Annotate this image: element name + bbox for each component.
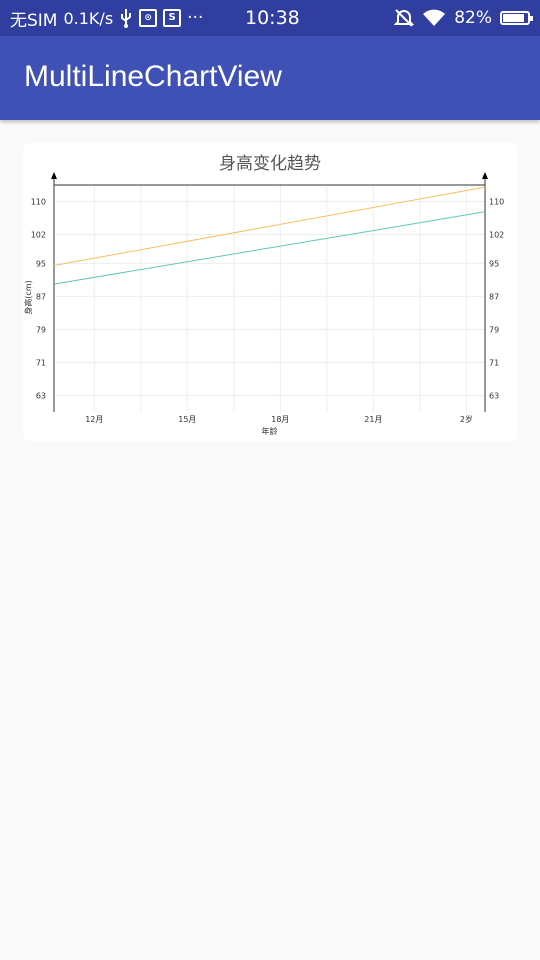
status-right: 82% — [394, 0, 533, 36]
y-tick-label-right: 87 — [489, 292, 499, 301]
alarm-off-icon — [394, 8, 415, 28]
y-tick-label-left: 79 — [36, 325, 46, 334]
x-axis-label: 年龄 — [262, 426, 278, 436]
y-tick-label-right: 63 — [489, 391, 499, 400]
y-tick-label-left: 87 — [36, 292, 46, 301]
x-tick-label: 15月 — [178, 415, 196, 424]
y-tick-label-left: 110 — [31, 198, 46, 207]
right-axis-arrow-icon — [482, 172, 488, 179]
x-tick-label: 2岁 — [460, 414, 473, 424]
line-chart: 63 63 71 71 79 79 87 87 95 95 102 102 110 110 12月 15月 18… — [23, 172, 504, 436]
series-line-0 — [53, 186, 486, 266]
y-tick-label-left: 71 — [36, 358, 46, 367]
status-time: 10:38 — [245, 7, 300, 29]
status-left: 无SIM 0.1K/s ⊙ S ··· — [10, 6, 203, 31]
usb-icon — [119, 8, 133, 28]
wifi-icon — [422, 9, 446, 27]
usb-debug-icon: ⊙ — [139, 9, 158, 27]
battery-level: 82% — [454, 8, 492, 28]
y-tick-label-right: 110 — [489, 198, 504, 207]
status-bar: 无SIM 0.1K/s ⊙ S ··· 10:38 82% — [0, 0, 540, 36]
y-axis-label: 身高(cm) — [23, 280, 33, 314]
series-line-1 — [53, 211, 486, 285]
s-icon: S — [163, 9, 182, 27]
y-tick-label-right: 79 — [489, 325, 499, 334]
y-tick-label-left: 95 — [36, 259, 46, 268]
y-tick-label-right: 71 — [489, 358, 499, 367]
chart-title: 身高变化趋势 — [219, 154, 321, 174]
app-title: MultiLineChartView — [24, 60, 282, 93]
battery-charging-icon — [500, 11, 533, 25]
app-bar: MultiLineChartView — [0, 36, 540, 120]
carrier-label: 无SIM — [10, 10, 58, 31]
x-tick-label: 18月 — [271, 415, 289, 424]
x-tick-label: 21月 — [364, 415, 382, 424]
y-tick-label-left: 102 — [31, 231, 46, 240]
x-tick-label: 12月 — [85, 415, 103, 424]
y-tick-label-right: 95 — [489, 259, 499, 268]
chart-card: 身高变化趋势 63 63 71 71 79 79 87 87 95 95 102 102 110 110 1… — [23, 143, 517, 441]
left-axis-arrow-icon — [51, 172, 57, 179]
network-speed: 0.1K/s — [63, 8, 114, 28]
y-tick-label-right: 102 — [489, 231, 504, 240]
y-tick-label-left: 63 — [36, 391, 46, 400]
more-icon: ··· — [187, 8, 204, 28]
